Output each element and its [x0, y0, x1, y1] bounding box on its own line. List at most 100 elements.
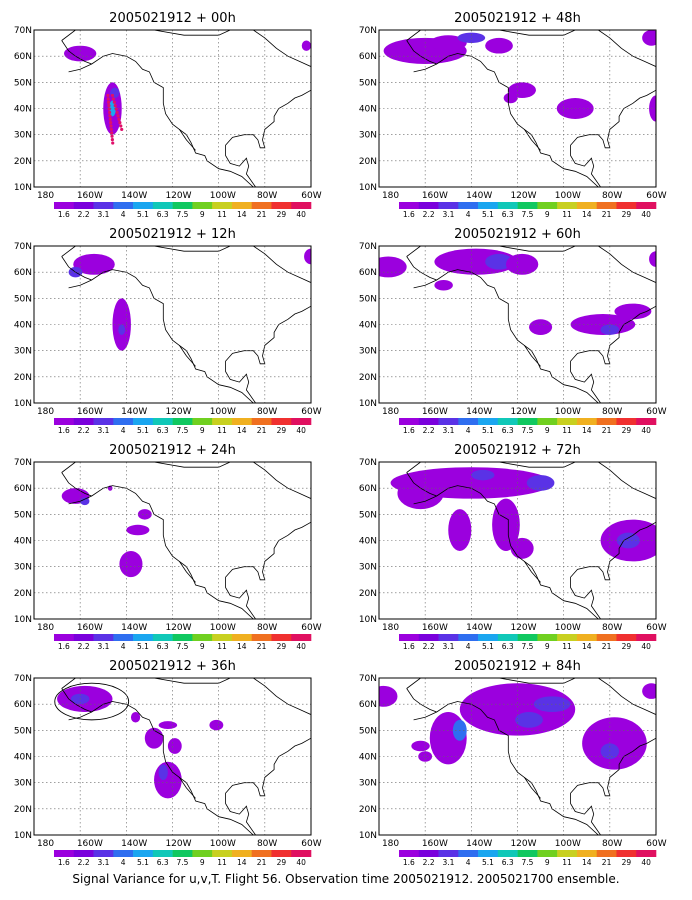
- colorbar-swatch: [212, 418, 233, 425]
- longitude-label: 140W: [121, 839, 147, 849]
- colorbar-swatch: [251, 634, 272, 641]
- latitude-label: 30N: [359, 131, 377, 141]
- longitude-label: 160W: [77, 407, 103, 417]
- colorbar-swatch: [192, 202, 213, 209]
- colorbar-swatch: [251, 202, 272, 209]
- coastline: [179, 777, 196, 799]
- flight-track-point: [113, 104, 117, 108]
- longitude-label: 60W: [646, 407, 666, 417]
- variance-area: [73, 253, 115, 275]
- colorbar-label: 40: [641, 210, 651, 219]
- longitude-label: 140W: [466, 839, 492, 849]
- coastline: [61, 688, 254, 835]
- latitude-label: 20N: [359, 157, 377, 167]
- colorbar-swatch: [192, 418, 213, 425]
- colorbar-swatch: [557, 418, 578, 425]
- colorbar-swatch: [596, 418, 617, 425]
- map-content: [54, 678, 311, 835]
- colorbar-label: 6.3: [157, 210, 169, 219]
- coastline: [413, 495, 437, 505]
- longitude-label: 80W: [602, 623, 622, 633]
- latitude-label: 60N: [14, 484, 32, 494]
- colorbar-swatch: [93, 418, 114, 425]
- colorbar-swatch: [576, 850, 597, 857]
- colorbar-label: 5.1: [482, 210, 494, 219]
- longitude-label: 160W: [422, 191, 448, 201]
- map-panel: 2005021912 + 72h 10N 20N 30N 40N 50N 60N 70N 180…: [359, 443, 667, 651]
- coastline: [406, 462, 656, 499]
- colorbar-label: 29: [622, 426, 632, 435]
- colorbar-swatch: [113, 418, 134, 425]
- variance-area: [379, 685, 398, 707]
- colorbar-label: 11: [217, 426, 227, 435]
- colorbar-label: 3.1: [442, 426, 454, 435]
- variance-area: [429, 35, 467, 51]
- colorbar-swatch: [517, 418, 538, 425]
- longitude-label: 80W: [257, 191, 277, 201]
- colorbar-swatch: [73, 850, 94, 857]
- coastline: [406, 256, 599, 403]
- colorbar-swatch: [458, 850, 479, 857]
- longitude-label: 100W: [210, 839, 236, 849]
- colorbar-label: 14: [237, 210, 247, 219]
- longitude-label: 140W: [121, 407, 147, 417]
- flight-track-point: [107, 104, 111, 108]
- latitude-label: 40N: [14, 321, 32, 331]
- colorbar-label: 2.2: [423, 210, 435, 219]
- colorbar-label: 4: [121, 642, 126, 651]
- latitude-label: 40N: [359, 753, 377, 763]
- coastline: [413, 711, 437, 721]
- longitude-label: 60W: [646, 191, 666, 201]
- coastline: [570, 521, 656, 619]
- colorbar-label: 21: [602, 426, 612, 435]
- longitude-label: 80W: [602, 839, 622, 849]
- map-panel: 2005021912 + 48h 10N 20N 30N 40N 50N 60N 70N 180…: [359, 11, 667, 219]
- colorbar-swatch: [458, 634, 479, 641]
- colorbar-label: 7.5: [177, 642, 189, 651]
- coastline: [524, 777, 541, 799]
- colorbar-label: 9: [200, 642, 205, 651]
- map-content: [390, 462, 656, 619]
- variance-area: [485, 37, 513, 54]
- coastline: [406, 30, 656, 67]
- colorbar-swatch: [271, 202, 292, 209]
- longitude-label: 60W: [301, 623, 321, 633]
- variance-area: [457, 32, 486, 44]
- longitude-label: 140W: [466, 191, 492, 201]
- flight-track-point: [108, 114, 112, 118]
- colorbar-swatch: [251, 850, 272, 857]
- coastline: [413, 63, 437, 73]
- colorbar-swatch: [478, 850, 499, 857]
- colorbar-swatch: [113, 850, 134, 857]
- colorbar-swatch: [133, 418, 154, 425]
- colorbar-swatch: [418, 202, 439, 209]
- flight-track-point: [119, 124, 123, 128]
- variance-area: [411, 740, 430, 752]
- variance-area: [119, 550, 143, 578]
- colorbar-label: 5.1: [137, 858, 149, 867]
- longitude-label: 140W: [121, 191, 147, 201]
- coastline: [570, 89, 656, 187]
- colorbar-swatch: [537, 202, 558, 209]
- latitude-label: 10N: [14, 399, 32, 409]
- map-panel: 2005021912 + 12h 10N 20N 30N 40N 50N 60N 70N 180…: [14, 227, 322, 435]
- colorbar-swatch: [636, 202, 657, 209]
- colorbar-label: 4: [466, 426, 471, 435]
- colorbar-label: 11: [562, 858, 572, 867]
- longitude-label: 120W: [510, 407, 536, 417]
- colorbar-label: 21: [257, 642, 267, 651]
- colorbar-label: 11: [562, 426, 572, 435]
- colorbar-swatch: [291, 202, 312, 209]
- colorbar-label: 21: [257, 858, 267, 867]
- latitude-label: 20N: [359, 805, 377, 815]
- latitude-label: 60N: [359, 700, 377, 710]
- colorbar-label: 2.2: [423, 642, 435, 651]
- colorbar-label: 7.5: [522, 858, 534, 867]
- variance-area: [614, 303, 652, 320]
- coastline: [179, 345, 196, 367]
- colorbar-swatch: [636, 850, 657, 857]
- variance-area: [642, 30, 656, 46]
- longitude-label: 80W: [257, 623, 277, 633]
- colorbar-label: 29: [622, 858, 632, 867]
- longitude-label: 60W: [301, 407, 321, 417]
